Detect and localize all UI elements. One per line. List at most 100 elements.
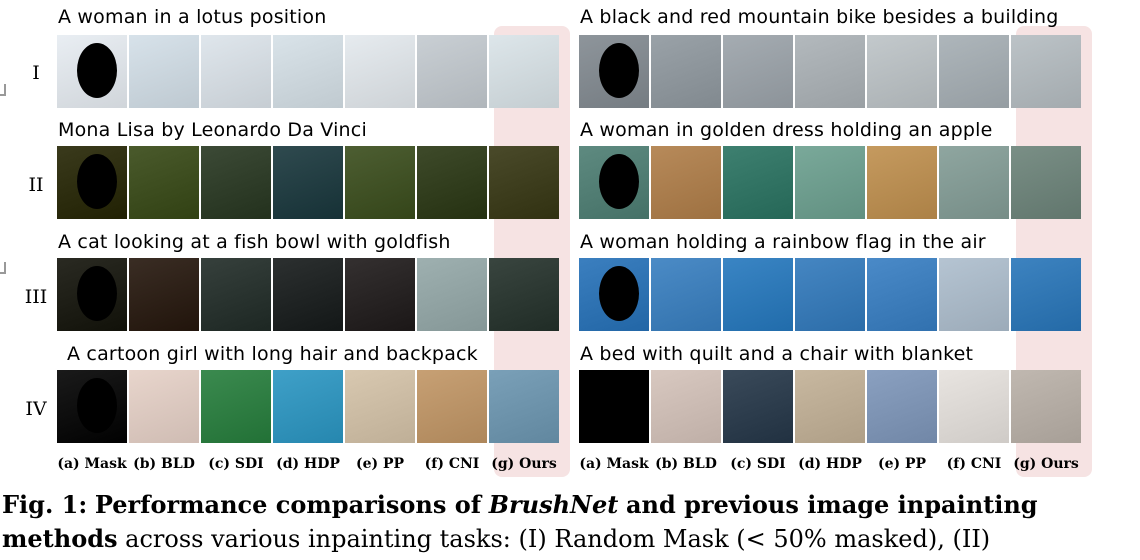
column-caption: (e) PP bbox=[877, 456, 927, 472]
result-image bbox=[273, 146, 343, 219]
result-image bbox=[57, 146, 127, 219]
result-image bbox=[273, 35, 343, 108]
prompt-left: A cat looking at a fish bowl with goldfi… bbox=[58, 231, 451, 253]
column-caption: (d) HDP bbox=[276, 456, 340, 472]
image-row-left bbox=[57, 258, 559, 331]
crop-mark bbox=[0, 262, 6, 274]
mask-region bbox=[599, 378, 639, 433]
result-image bbox=[345, 35, 415, 108]
result-image bbox=[723, 370, 793, 443]
caption-bold-1: Performance comparisons of bbox=[94, 490, 482, 519]
prompt-left: A woman in a lotus position bbox=[58, 6, 327, 28]
mask-region bbox=[599, 154, 639, 209]
mask-region bbox=[77, 43, 117, 98]
result-image bbox=[1011, 146, 1081, 219]
result-image bbox=[651, 370, 721, 443]
result-image bbox=[345, 258, 415, 331]
column-caption: (a) Mask bbox=[579, 456, 649, 472]
result-image bbox=[723, 146, 793, 219]
result-image bbox=[579, 146, 649, 219]
column-caption: (f) CNI bbox=[946, 456, 1002, 472]
result-image bbox=[273, 370, 343, 443]
column-caption: (g) Ours bbox=[1013, 456, 1079, 472]
row-numeral: I bbox=[32, 62, 40, 84]
result-image bbox=[939, 146, 1009, 219]
image-row-right bbox=[579, 258, 1081, 331]
prompt-right: A bed with quilt and a chair with blanke… bbox=[580, 343, 974, 365]
result-image bbox=[651, 258, 721, 331]
image-row-right bbox=[579, 35, 1081, 108]
result-image bbox=[345, 370, 415, 443]
result-image bbox=[129, 370, 199, 443]
result-image bbox=[939, 35, 1009, 108]
image-row-left bbox=[57, 146, 559, 219]
result-image bbox=[417, 35, 487, 108]
row-numeral: IV bbox=[25, 398, 47, 420]
result-image bbox=[1011, 370, 1081, 443]
crop-mark bbox=[0, 84, 6, 96]
result-image bbox=[651, 35, 721, 108]
column-caption: (d) HDP bbox=[798, 456, 862, 472]
result-image bbox=[651, 146, 721, 219]
result-image bbox=[417, 258, 487, 331]
column-caption: (c) SDI bbox=[208, 456, 264, 472]
result-image bbox=[57, 370, 127, 443]
result-image bbox=[795, 35, 865, 108]
caption-fig-label: Fig. 1: bbox=[2, 490, 88, 519]
column-caption: (b) BLD bbox=[133, 456, 195, 472]
result-image bbox=[57, 258, 127, 331]
result-image bbox=[579, 258, 649, 331]
result-image bbox=[795, 258, 865, 331]
result-image bbox=[867, 370, 937, 443]
result-image bbox=[129, 258, 199, 331]
prompt-right: A woman holding a rainbow flag in the ai… bbox=[580, 231, 986, 253]
caption-rest: across various inpainting tasks: (I) Ran… bbox=[125, 525, 991, 553]
result-image bbox=[723, 35, 793, 108]
result-image bbox=[1011, 258, 1081, 331]
mask-region bbox=[77, 378, 117, 433]
result-image bbox=[723, 258, 793, 331]
mask-region bbox=[77, 154, 117, 209]
prompt-right: A woman in golden dress holding an apple bbox=[580, 119, 993, 141]
result-image bbox=[1011, 35, 1081, 108]
result-image bbox=[867, 258, 937, 331]
result-image bbox=[201, 258, 271, 331]
row-numeral: III bbox=[24, 286, 48, 308]
result-image bbox=[489, 35, 559, 108]
column-caption: (b) BLD bbox=[655, 456, 717, 472]
result-image bbox=[129, 35, 199, 108]
mask-region bbox=[77, 266, 117, 321]
result-image bbox=[939, 370, 1009, 443]
result-image bbox=[201, 370, 271, 443]
result-image bbox=[579, 35, 649, 108]
result-image bbox=[129, 146, 199, 219]
result-image bbox=[579, 370, 649, 443]
column-caption: (a) Mask bbox=[57, 456, 127, 472]
prompt-left: Mona Lisa by Leonardo Da Vinci bbox=[58, 119, 367, 141]
result-image bbox=[489, 146, 559, 219]
row-numeral: II bbox=[28, 174, 44, 196]
result-image bbox=[417, 146, 487, 219]
result-image bbox=[795, 146, 865, 219]
image-row-right bbox=[579, 370, 1081, 443]
caption-method-name: BrushNet bbox=[488, 490, 619, 519]
result-image bbox=[57, 35, 127, 108]
column-caption: (f) CNI bbox=[424, 456, 480, 472]
result-image bbox=[867, 35, 937, 108]
result-image bbox=[867, 146, 937, 219]
result-image bbox=[201, 35, 271, 108]
prompt-left: A cartoon girl with long hair and backpa… bbox=[67, 343, 478, 365]
result-image bbox=[489, 370, 559, 443]
column-caption: (e) PP bbox=[355, 456, 405, 472]
image-row-left bbox=[57, 370, 559, 443]
prompt-right: A black and red mountain bike besides a … bbox=[580, 6, 1059, 28]
column-caption: (c) SDI bbox=[730, 456, 786, 472]
mask-region bbox=[599, 43, 639, 98]
result-image bbox=[417, 370, 487, 443]
result-image bbox=[939, 258, 1009, 331]
column-caption: (g) Ours bbox=[491, 456, 557, 472]
result-image bbox=[489, 258, 559, 331]
result-image bbox=[345, 146, 415, 219]
result-image bbox=[795, 370, 865, 443]
image-row-right bbox=[579, 146, 1081, 219]
